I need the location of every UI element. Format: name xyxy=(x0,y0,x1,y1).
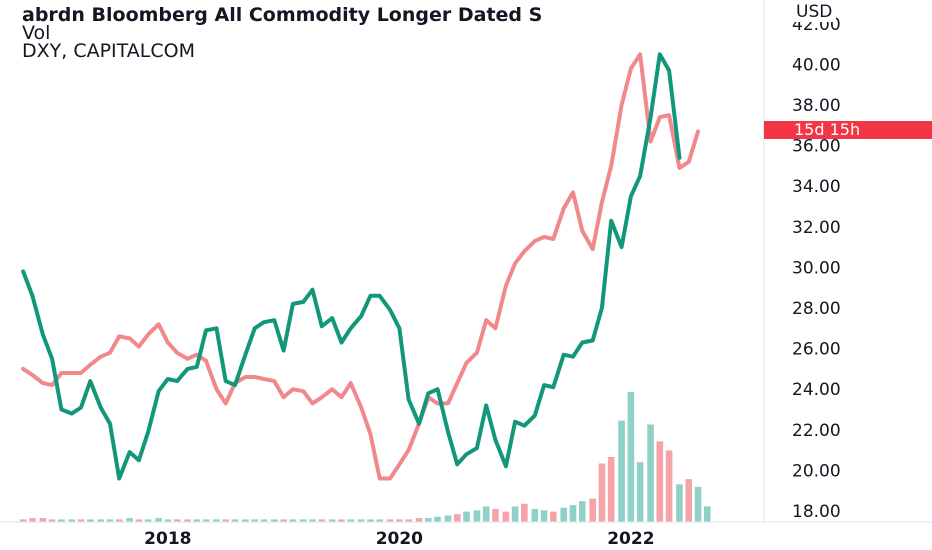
volume-bar xyxy=(357,519,365,522)
volume-bar xyxy=(540,510,548,522)
bar-countdown-badge: 15d 15h xyxy=(764,121,932,139)
volume-bar xyxy=(77,519,85,522)
y-tick-label: 40.00 xyxy=(792,55,841,75)
volume-bar xyxy=(607,457,615,522)
volume-bar xyxy=(502,511,510,522)
volume-bar xyxy=(627,392,635,522)
volume-bar xyxy=(521,503,528,522)
volume-bar xyxy=(19,519,27,522)
volume-bar xyxy=(511,506,519,522)
volume-bar xyxy=(164,519,172,522)
volume-bar xyxy=(280,519,287,522)
volume-bar xyxy=(618,420,625,522)
x-tick-label: 2020 xyxy=(376,529,423,549)
volume-bar xyxy=(58,519,65,522)
volume-bar xyxy=(434,516,441,522)
y-tick-label: 38.00 xyxy=(792,96,841,116)
y-tick-label: 28.00 xyxy=(792,299,841,319)
volume-bar xyxy=(202,519,210,522)
volume-bar xyxy=(636,462,644,522)
volume-bar xyxy=(135,519,143,522)
volume-bar xyxy=(86,519,94,522)
volume-bar xyxy=(415,518,423,522)
y-tick-label: 26.00 xyxy=(792,340,841,360)
volume-bar xyxy=(473,510,481,522)
volume-bar xyxy=(115,519,123,522)
y-tick-label: 22.00 xyxy=(792,421,841,441)
y-tick-label: 36.00 xyxy=(792,137,841,157)
volume-label[interactable]: Vol xyxy=(22,22,51,44)
volume-bar xyxy=(213,519,220,522)
volume-bar xyxy=(68,519,76,522)
volume-bar xyxy=(550,511,557,522)
volume-bar xyxy=(376,519,383,522)
comparison-symbol-label[interactable]: DXY, CAPITALCOM xyxy=(22,40,195,62)
volume-bar xyxy=(318,519,326,522)
volume-bar xyxy=(260,519,268,522)
volume-bar xyxy=(703,506,711,522)
volume-bar xyxy=(492,509,499,522)
volume-bar xyxy=(578,501,586,522)
volume-bar xyxy=(589,498,596,522)
symbol-title[interactable]: abrdn Bloomberg All Commodity Longer Dat… xyxy=(22,4,543,26)
price-axis[interactable]: 18.00 20.00 22.00 24.00 26.00 28.00 30.00 32.00… xyxy=(792,15,841,522)
volume-bar xyxy=(39,518,47,522)
volume-bar xyxy=(144,519,152,522)
volume-bar xyxy=(231,519,239,522)
y-tick-label: 34.00 xyxy=(792,177,841,197)
volume-bar xyxy=(665,450,673,522)
volume-bar xyxy=(367,519,374,522)
volume-bar xyxy=(396,519,403,522)
volume-bar xyxy=(676,484,683,522)
volume-bar xyxy=(173,519,181,522)
comparison-series-line xyxy=(21,52,700,481)
volume-bar xyxy=(425,518,432,522)
volume-bar xyxy=(386,519,394,522)
volume-bar xyxy=(531,509,539,522)
volume-bar xyxy=(222,519,230,522)
volume-bar xyxy=(338,519,345,522)
volume-bar xyxy=(126,518,133,522)
x-tick-label: 2018 xyxy=(144,529,191,549)
y-tick-label: 18.00 xyxy=(792,502,841,522)
volume-bar xyxy=(347,519,355,522)
volume-bar xyxy=(685,479,693,522)
y-tick-label: 24.00 xyxy=(792,380,841,400)
volume-bar xyxy=(694,486,702,522)
volume-bar xyxy=(453,514,461,522)
volume-bar xyxy=(463,511,470,522)
volume-bar xyxy=(482,506,490,522)
volume-bar xyxy=(155,518,162,522)
volume-bar xyxy=(193,519,201,522)
volume-bar xyxy=(444,515,452,522)
volume-bar xyxy=(309,519,316,522)
volume-bar xyxy=(656,441,664,522)
volume-bar xyxy=(560,507,568,522)
y-tick-label: 20.00 xyxy=(792,461,841,481)
volume-bar xyxy=(405,519,412,522)
volume-bar xyxy=(106,519,114,522)
primary-series-line xyxy=(21,52,682,481)
volume-bar xyxy=(289,519,297,522)
y-tick-label: 32.00 xyxy=(792,218,841,238)
volume-bar xyxy=(271,519,278,522)
volume-bars xyxy=(19,392,711,522)
volume-bar xyxy=(29,518,36,522)
volume-bar xyxy=(184,519,191,522)
volume-bar xyxy=(569,505,577,522)
volume-bar xyxy=(299,519,307,522)
volume-bar xyxy=(242,519,249,522)
volume-bar xyxy=(48,519,56,522)
volume-bar xyxy=(251,519,258,522)
volume-bar xyxy=(97,519,105,522)
currency-label: USD xyxy=(792,2,837,22)
time-axis[interactable]: 2018 2020 2022 xyxy=(144,529,654,549)
volume-bar xyxy=(598,463,606,522)
x-tick-label: 2022 xyxy=(607,529,654,549)
volume-bar xyxy=(328,519,336,522)
y-tick-label: 30.00 xyxy=(792,258,841,278)
price-series xyxy=(21,52,700,481)
volume-bar xyxy=(647,424,654,522)
